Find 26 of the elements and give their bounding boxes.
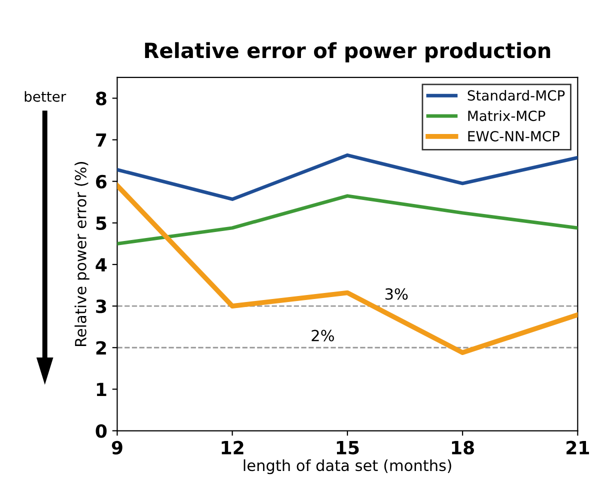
x-axis-title: length of data set (months) (244, 459, 452, 474)
line-series (117, 183, 578, 356)
y-tick-label: 2 (96, 341, 106, 354)
y-tick-label: 7 (96, 133, 106, 147)
line-series (117, 194, 578, 246)
line-series (117, 153, 578, 201)
x-tick-label: 15 (336, 441, 359, 454)
x-tick-label: 12 (222, 440, 244, 454)
x-tick-label: 18 (452, 440, 474, 454)
chart-title: Relative error of power production (145, 42, 550, 62)
y-axis-title: Relative power error (%) (74, 162, 90, 346)
legend-label: Standard-MCP (468, 90, 565, 101)
legend-label: EWC-NN-MCP (468, 130, 560, 142)
y-tick-label: 1 (96, 382, 106, 396)
ref-line-label: 2% (312, 330, 334, 342)
ref-line-label: 3% (385, 288, 408, 300)
y-tick-label: 3 (96, 300, 106, 314)
y-tick-label: 8 (96, 92, 106, 106)
x-tick-label: 21 (566, 440, 589, 454)
x-tick-label: 9 (112, 440, 122, 454)
legend-label: Matrix-MCP (468, 110, 546, 122)
text: better (24, 91, 66, 102)
y-tick-label: 5 (96, 216, 106, 230)
y-tick-label: 0 (96, 424, 107, 438)
y-tick-label: 6 (96, 174, 107, 188)
y-tick-label: 4 (96, 258, 107, 272)
